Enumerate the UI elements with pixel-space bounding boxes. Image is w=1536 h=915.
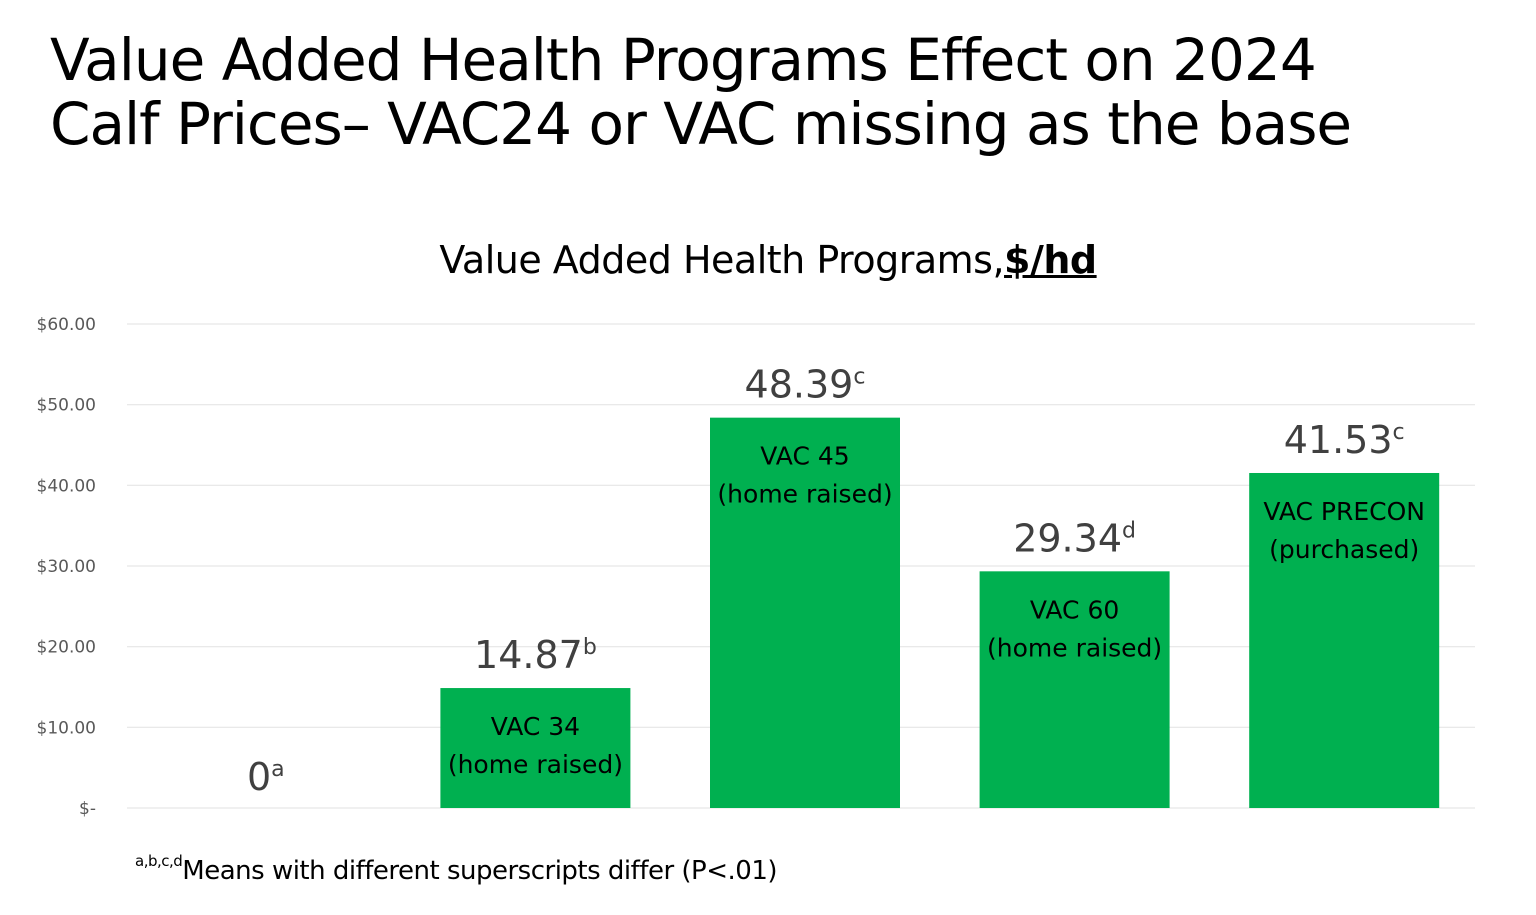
footnote-superscripts: a,b,c,d — [135, 852, 183, 870]
category-label-line2: (home raised) — [717, 480, 892, 509]
data-label: 48.39c — [745, 363, 866, 407]
y-tick-label: $30.00 — [37, 557, 96, 577]
y-axis-tick-labels: $- $10.00 $20.00 $30.00 $40.00 $50.00 $60.00 — [37, 315, 96, 819]
chart-title-text: Value Added Health Programs, — [439, 238, 1005, 282]
y-tick-label: $60.00 — [37, 315, 96, 335]
category-label-line1: VAC PRECON — [1263, 497, 1425, 526]
category-label-line1: VAC 45 — [760, 442, 849, 471]
chart-title-unit: $/hd — [1004, 238, 1097, 282]
category-label-line2: (home raised) — [987, 633, 1162, 662]
bars — [440, 417, 1440, 808]
chart-title: Value Added Health Programs,$/hd — [0, 238, 1536, 282]
data-label-superscript: d — [1122, 518, 1136, 543]
data-label-superscript: c — [853, 365, 865, 390]
data-label: 0a — [247, 755, 285, 799]
slide-title: Value Added Health Programs Effect on 20… — [50, 28, 1530, 156]
y-tick-label: $20.00 — [37, 638, 96, 658]
category-label-line2: (home raised) — [448, 750, 623, 779]
data-label-superscript: a — [271, 757, 284, 782]
y-tick-label: $- — [79, 799, 96, 819]
data-label: 29.34d — [1013, 516, 1136, 560]
data-label: 41.53c — [1284, 418, 1405, 462]
bar — [440, 688, 631, 808]
category-labels: VAC 34 (home raised) VAC 45 (home raised) VA… — [448, 442, 1425, 779]
y-tick-label: $50.00 — [37, 396, 96, 416]
category-label-line1: VAC 60 — [1030, 595, 1119, 624]
y-tick-label: $10.00 — [37, 718, 96, 738]
footnote: a,b,c,dMeans with different superscripts… — [135, 852, 778, 886]
data-labels: 0a 14.87b 48.39c 29.34d 41.53c — [247, 363, 1405, 799]
slide-title-line2: Calf Prices– VAC24 or VAC missing as the… — [50, 90, 1352, 158]
category-label-line2: (purchased) — [1269, 535, 1419, 564]
data-label-superscript: c — [1393, 420, 1405, 445]
y-tick-label: $40.00 — [37, 476, 96, 496]
category-label-line1: VAC 34 — [491, 712, 580, 741]
data-label: 14.87b — [474, 633, 597, 677]
bar — [710, 417, 900, 808]
slide-title-line1: Value Added Health Programs Effect on 20… — [50, 26, 1317, 94]
bar — [979, 571, 1170, 808]
footnote-text: Means with different superscripts differ… — [182, 856, 778, 886]
data-label-superscript: b — [583, 635, 597, 660]
bar — [1249, 472, 1440, 808]
